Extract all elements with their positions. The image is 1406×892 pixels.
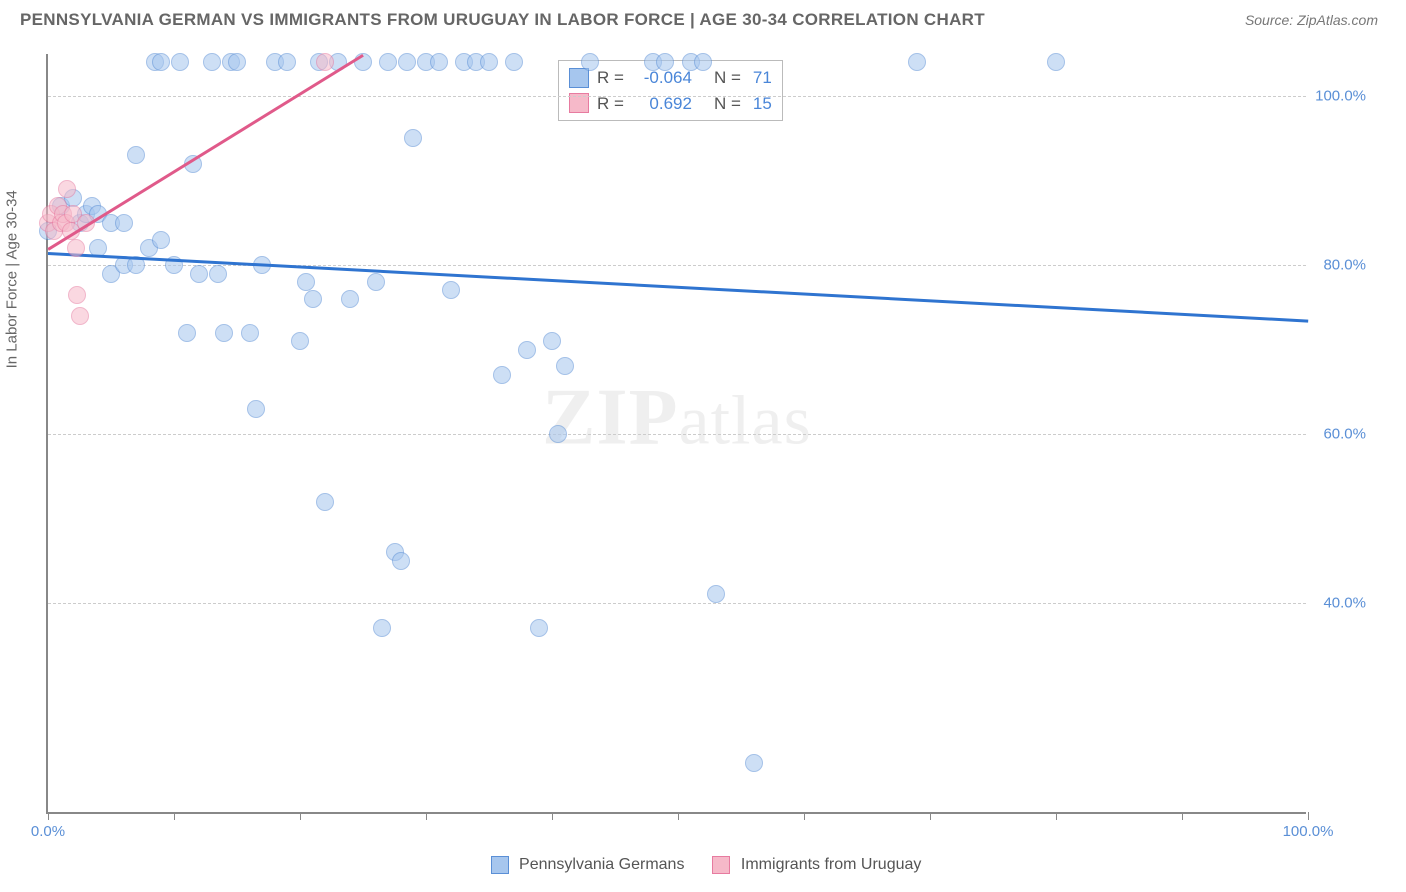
watermark: ZIPatlas <box>542 372 812 463</box>
footer-label-0: Pennsylvania Germans <box>519 856 684 873</box>
data-point <box>398 53 416 71</box>
x-tick <box>174 812 175 820</box>
y-axis-title: In Labor Force | Age 30-34 <box>4 190 21 368</box>
data-point <box>215 324 233 342</box>
data-point <box>291 332 309 350</box>
legend-n-value-1: 15 <box>753 91 772 117</box>
data-point <box>209 265 227 283</box>
x-tick <box>1182 812 1183 820</box>
legend-r-label: R = <box>597 65 624 91</box>
data-point <box>908 53 926 71</box>
footer-swatch-0 <box>491 856 509 874</box>
data-point <box>430 53 448 71</box>
x-tick <box>930 812 931 820</box>
x-tick <box>804 812 805 820</box>
legend-row-series-1: R = 0.692 N = 15 <box>569 91 772 117</box>
footer-label-1: Immigrants from Uruguay <box>741 856 922 873</box>
data-point <box>190 265 208 283</box>
footer-swatch-1 <box>712 856 730 874</box>
x-end-label: 100.0% <box>1283 823 1334 840</box>
y-tick-label: 80.0% <box>1311 257 1366 274</box>
legend-n-label: N = <box>714 91 741 117</box>
x-start-label: 0.0% <box>31 823 65 840</box>
data-point <box>480 53 498 71</box>
chart-title: PENNSYLVANIA GERMAN VS IMMIGRANTS FROM U… <box>20 10 985 30</box>
plot-area: ZIPatlas R = -0.064 N = 71 R = 0.692 N =… <box>46 54 1306 814</box>
footer-legend-item-0: Pennsylvania Germans <box>491 856 685 874</box>
data-point <box>745 754 763 772</box>
data-point <box>297 273 315 291</box>
footer-legend-item-1: Immigrants from Uruguay <box>712 856 921 874</box>
x-tick <box>1308 812 1309 820</box>
x-tick <box>300 812 301 820</box>
gridline <box>48 603 1306 604</box>
data-point <box>518 341 536 359</box>
data-point <box>373 619 391 637</box>
data-point <box>67 239 85 257</box>
data-point <box>707 585 725 603</box>
data-point <box>581 53 599 71</box>
data-point <box>115 214 133 232</box>
data-point <box>549 425 567 443</box>
data-point <box>505 53 523 71</box>
chart-container: In Labor Force | Age 30-34 ZIPatlas R = … <box>46 54 1366 844</box>
trend-line-0 <box>48 252 1308 322</box>
gridline <box>48 96 1306 97</box>
legend-r-value-1: 0.692 <box>636 91 692 117</box>
data-point <box>556 357 574 375</box>
data-point <box>152 53 170 71</box>
data-point <box>656 53 674 71</box>
data-point <box>241 324 259 342</box>
data-point <box>152 231 170 249</box>
data-point <box>694 53 712 71</box>
x-tick <box>426 812 427 820</box>
data-point <box>1047 53 1065 71</box>
data-point <box>171 53 189 71</box>
data-point <box>316 493 334 511</box>
source-label: Source: ZipAtlas.com <box>1245 12 1378 28</box>
chart-header: PENNSYLVANIA GERMAN VS IMMIGRANTS FROM U… <box>0 0 1406 40</box>
y-tick-label: 100.0% <box>1311 88 1366 105</box>
data-point <box>71 307 89 325</box>
gridline <box>48 265 1306 266</box>
x-tick <box>678 812 679 820</box>
data-point <box>404 129 422 147</box>
data-point <box>304 290 322 308</box>
trend-line-1 <box>47 54 363 250</box>
data-point <box>392 552 410 570</box>
data-point <box>543 332 561 350</box>
data-point <box>493 366 511 384</box>
data-point <box>341 290 359 308</box>
legend-n-value-0: 71 <box>753 65 772 91</box>
data-point <box>379 53 397 71</box>
data-point <box>247 400 265 418</box>
legend-n-label: N = <box>714 65 741 91</box>
data-point <box>316 53 334 71</box>
data-point <box>127 146 145 164</box>
data-point <box>68 286 86 304</box>
data-point <box>442 281 460 299</box>
x-tick <box>552 812 553 820</box>
legend-r-label: R = <box>597 91 624 117</box>
data-point <box>278 53 296 71</box>
x-tick <box>1056 812 1057 820</box>
x-tick <box>48 812 49 820</box>
y-tick-label: 60.0% <box>1311 426 1366 443</box>
data-point <box>178 324 196 342</box>
y-tick-label: 40.0% <box>1311 594 1366 611</box>
gridline <box>48 434 1306 435</box>
data-point <box>58 180 76 198</box>
data-point <box>228 53 246 71</box>
data-point <box>530 619 548 637</box>
footer-legend: Pennsylvania Germans Immigrants from Uru… <box>46 856 1366 874</box>
data-point <box>367 273 385 291</box>
data-point <box>203 53 221 71</box>
